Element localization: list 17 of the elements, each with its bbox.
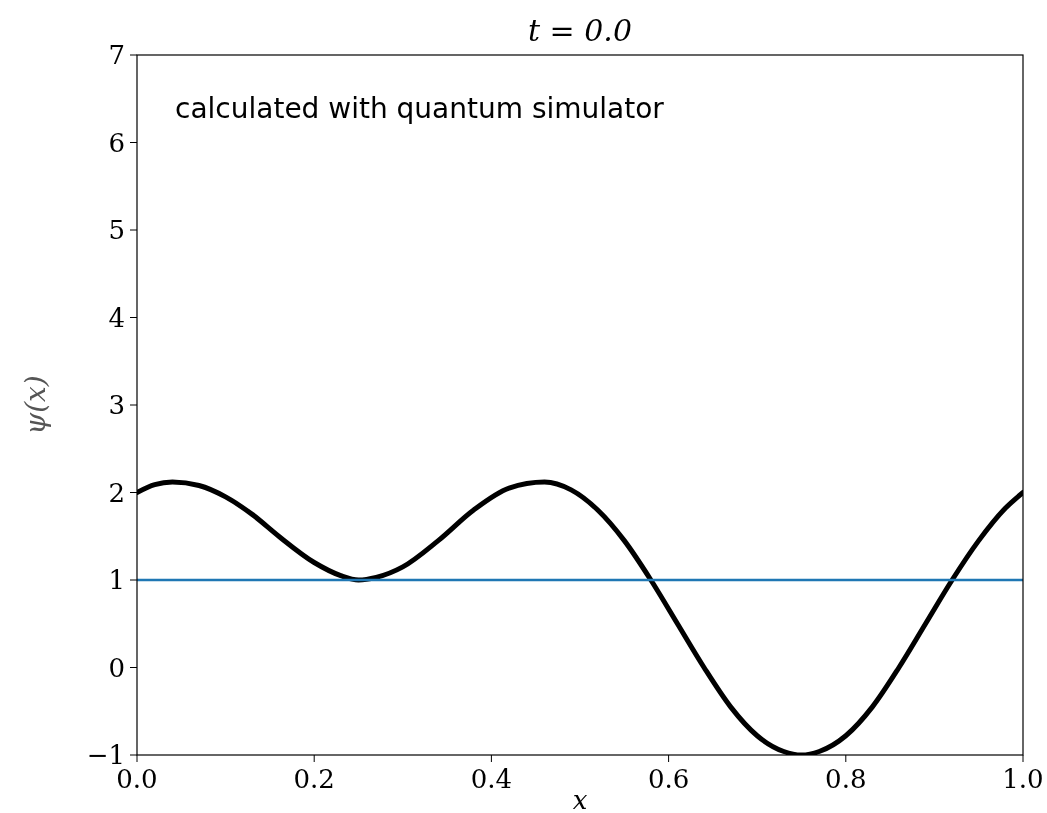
y-tick-label: 3 — [108, 390, 125, 420]
y-tick-label: 2 — [108, 477, 125, 508]
x-tick-label: 1.0 — [1002, 764, 1044, 794]
y-tick-label: 7 — [108, 40, 125, 70]
y-axis-title: ψ(x) — [19, 375, 52, 435]
y-tick-label: 0 — [108, 652, 125, 683]
x-tick-label: 0.8 — [825, 764, 867, 794]
y-tick-label: 1 — [108, 565, 125, 595]
x-tick-label: 0.4 — [470, 764, 513, 794]
y-tick-label: 5 — [108, 215, 125, 245]
annotation: calculated with quantum simulator — [175, 92, 665, 125]
chart-title: t = 0.0 — [528, 13, 632, 48]
x-axis-title: x — [572, 785, 588, 813]
y-tick-label: 6 — [108, 127, 125, 158]
x-tick-label: 0.6 — [647, 764, 690, 794]
y-tick-label: 4 — [108, 302, 125, 333]
x-tick-label: 0.2 — [293, 764, 335, 794]
